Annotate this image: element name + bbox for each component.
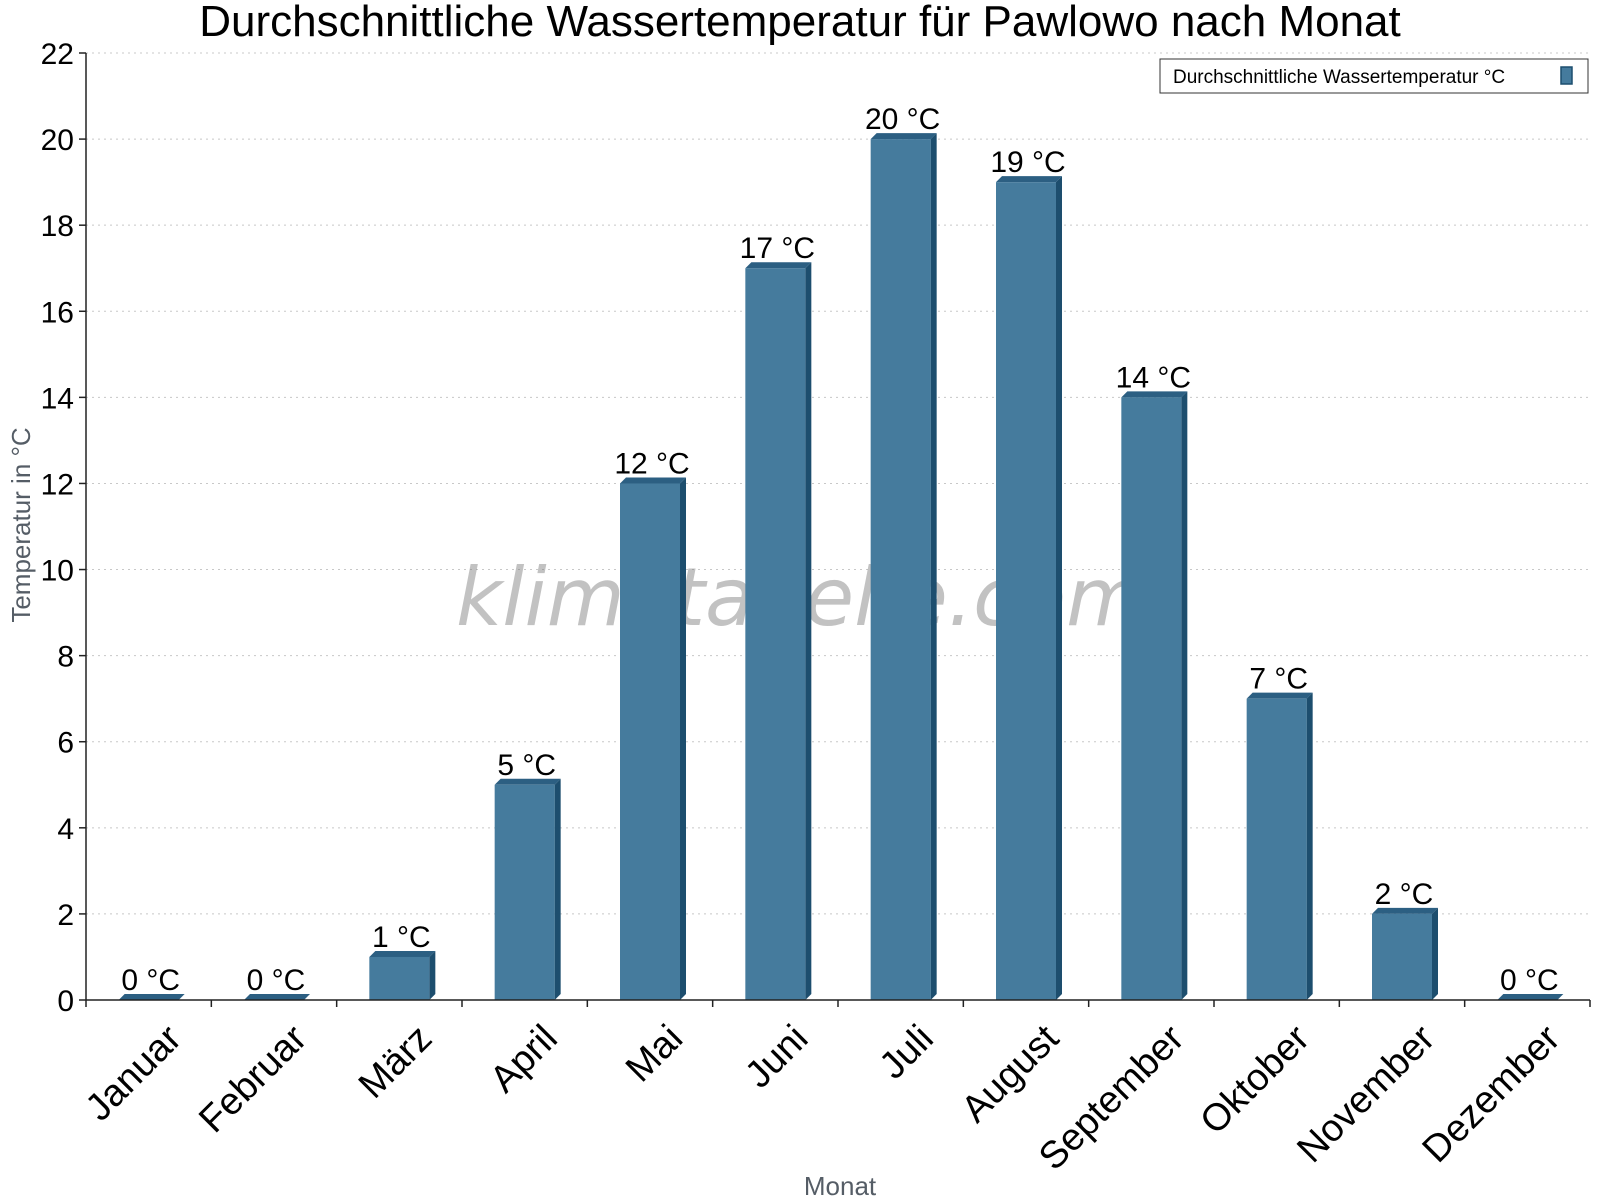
legend: Durchschnittliche Wassertemperatur °C	[1159, 58, 1589, 94]
data-label: 0 °C	[1500, 964, 1559, 997]
bar	[1121, 397, 1182, 1000]
data-label: 0 °C	[247, 964, 306, 997]
data-label: 12 °C	[614, 447, 689, 480]
bar-top	[244, 994, 310, 1000]
data-label: 14 °C	[1116, 361, 1191, 394]
x-tick-label: April	[482, 1017, 565, 1100]
bar-top	[870, 133, 937, 140]
data-label: 1 °C	[372, 921, 431, 954]
bar-top	[494, 778, 561, 785]
bar	[494, 784, 555, 1000]
bar-side	[805, 262, 812, 1000]
y-tick-label: 14	[41, 382, 74, 415]
data-label: 5 °C	[497, 749, 556, 782]
bar	[1246, 698, 1307, 1000]
y-tick-label: 18	[41, 210, 74, 243]
data-label: 17 °C	[740, 232, 815, 265]
x-tick-label: Juni	[737, 1017, 816, 1096]
y-tick-label: 8	[57, 641, 74, 674]
y-tick-label: 4	[57, 813, 74, 846]
x-tick-label: Mai	[618, 1017, 691, 1090]
bar-side	[1056, 176, 1062, 1001]
bar-top	[1246, 692, 1313, 699]
bar	[996, 182, 1056, 1001]
x-tick-label: August	[954, 1017, 1068, 1131]
y-tick-label: 2	[57, 899, 74, 932]
legend-label: Durchschnittliche Wassertemperatur °C	[1173, 67, 1505, 88]
y-tick-label: 0	[57, 985, 74, 1018]
x-tick-label: Oktober	[1192, 1017, 1318, 1143]
bars: 0 °C 0 °C 1 °C 5 °C 12 °C 17 °C 20 °C 19 °C 14 °…	[118, 103, 1564, 1001]
bar-top	[745, 262, 812, 269]
bar-side	[1181, 391, 1188, 1000]
y-tick-label: 10	[41, 555, 74, 588]
y-tick-label: 12	[41, 468, 74, 501]
y-tick-label: 6	[57, 727, 74, 760]
bar	[369, 956, 430, 1000]
bar-top	[369, 950, 436, 957]
y-tick-label: 16	[41, 296, 74, 329]
bar	[870, 139, 931, 1000]
bar-top	[118, 994, 185, 1000]
bar-top	[1372, 907, 1438, 914]
bar-side	[429, 950, 436, 1000]
x-tick-label: März	[351, 1017, 440, 1106]
legend-box	[1159, 58, 1589, 94]
y-axis-title: Temperatur in °C	[6, 427, 36, 622]
y-tick-label: 20	[41, 124, 74, 157]
bar-side	[930, 133, 937, 1000]
bar-top	[1497, 994, 1564, 1000]
bar-top	[996, 176, 1062, 183]
data-label: 19 °C	[990, 146, 1065, 179]
x-tick-label: Dezember	[1415, 1017, 1569, 1171]
bar-side	[1306, 692, 1313, 1000]
bar-top	[620, 477, 686, 484]
data-label: 2 °C	[1375, 878, 1434, 911]
bar-side	[680, 477, 686, 1000]
chart-title: Durchschnittliche Wassertemperatur für P…	[199, 0, 1401, 46]
bar	[620, 483, 680, 1000]
legend-swatch	[1560, 66, 1573, 85]
bar	[745, 268, 806, 1000]
x-axis-title: Monat	[804, 1171, 877, 1200]
bar-side	[554, 778, 561, 1000]
data-label: 7 °C	[1249, 663, 1308, 696]
y-tick-label: 22	[41, 38, 74, 71]
x-tick-label: Februar	[191, 1017, 315, 1141]
bar	[1372, 913, 1432, 1000]
data-label: 0 °C	[121, 964, 180, 997]
x-tick-label: Januar	[78, 1017, 190, 1129]
x-tick-label: Juli	[872, 1017, 942, 1087]
bar-top	[1121, 391, 1188, 398]
bar-side	[1432, 907, 1438, 1000]
grid-lines	[86, 52, 1590, 915]
data-label: 20 °C	[865, 103, 940, 136]
